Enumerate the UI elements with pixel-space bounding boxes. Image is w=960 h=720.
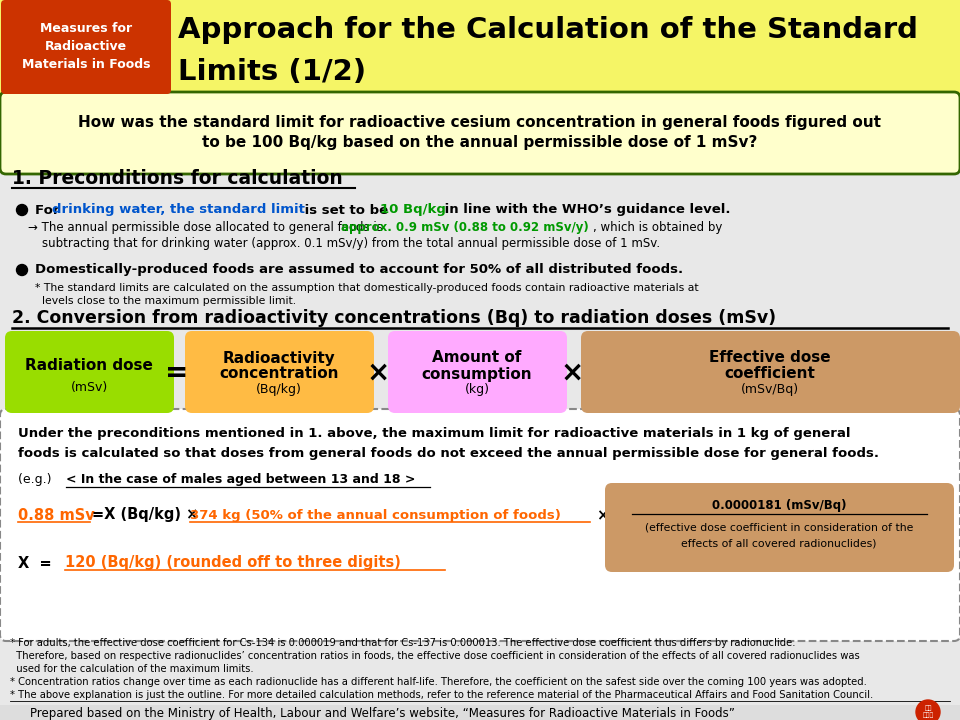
Text: 厚生
労働省: 厚生 労働省 <box>923 706 934 719</box>
FancyBboxPatch shape <box>388 331 567 413</box>
Text: * The standard limits are calculated on the assumption that domestically-produce: * The standard limits are calculated on … <box>35 283 699 293</box>
Text: , which is obtained by: , which is obtained by <box>593 222 722 235</box>
Text: How was the standard limit for radioactive cesium concentration in general foods: How was the standard limit for radioacti… <box>79 114 881 130</box>
Text: 1. Preconditions for calculation: 1. Preconditions for calculation <box>12 168 343 187</box>
Text: (kg): (kg) <box>465 384 490 397</box>
Text: effects of all covered radionuclides): effects of all covered radionuclides) <box>682 538 876 548</box>
FancyBboxPatch shape <box>0 409 960 641</box>
Text: Effective dose: Effective dose <box>709 351 830 366</box>
Text: to be 100 Bq/kg based on the annual permissible dose of 1 mSv?: to be 100 Bq/kg based on the annual perm… <box>203 135 757 150</box>
FancyBboxPatch shape <box>0 92 960 174</box>
Text: * For adults, the effective dose coefficient for Cs-134 is 0.000019 and that for: * For adults, the effective dose coeffic… <box>10 638 796 648</box>
Text: =: = <box>165 359 189 387</box>
Text: 374 kg (50% of the annual consumption of foods): 374 kg (50% of the annual consumption of… <box>190 508 561 521</box>
Circle shape <box>16 264 28 276</box>
Text: Prepared based on the Ministry of Health, Labour and Welfare’s website, “Measure: Prepared based on the Ministry of Health… <box>30 706 734 719</box>
Text: in line with the WHO’s guidance level.: in line with the WHO’s guidance level. <box>440 204 731 217</box>
Text: (mSv/Bq): (mSv/Bq) <box>741 384 799 397</box>
Text: For: For <box>35 204 64 217</box>
Text: 120 (Bq/kg) (rounded off to three digits): 120 (Bq/kg) (rounded off to three digits… <box>65 556 401 570</box>
Text: 0.0000181 (mSv/Bq): 0.0000181 (mSv/Bq) <box>711 500 847 513</box>
Text: consumption: consumption <box>421 366 532 382</box>
Text: (e.g.): (e.g.) <box>18 474 56 487</box>
Text: (mSv): (mSv) <box>70 382 108 395</box>
Circle shape <box>916 700 940 720</box>
Text: < In the case of males aged between 13 and 18 >: < In the case of males aged between 13 a… <box>66 474 416 487</box>
Text: Limits (1/2): Limits (1/2) <box>178 58 366 86</box>
Text: approx. 0.9 mSv (0.88 to 0.92 mSv/y): approx. 0.9 mSv (0.88 to 0.92 mSv/y) <box>341 222 588 235</box>
Bar <box>0 0 960 95</box>
Circle shape <box>16 204 28 215</box>
Text: Under the preconditions mentioned in 1. above, the maximum limit for radioactive: Under the preconditions mentioned in 1. … <box>18 426 851 439</box>
Text: foods is calculated so that doses from general foods do not exceed the annual pe: foods is calculated so that doses from g… <box>18 446 879 459</box>
Text: (effective dose coefficient in consideration of the: (effective dose coefficient in considera… <box>645 523 913 533</box>
Text: 10 Bq/kg: 10 Bq/kg <box>380 204 445 217</box>
Text: ×: × <box>561 359 584 387</box>
Text: Approach for the Calculation of the Standard: Approach for the Calculation of the Stan… <box>178 16 918 44</box>
Text: Domestically-produced foods are assumed to account for 50% of all distributed fo: Domestically-produced foods are assumed … <box>35 264 684 276</box>
Text: is set to be: is set to be <box>300 204 393 217</box>
Text: =X (Bq/kg) ×: =X (Bq/kg) × <box>92 508 204 523</box>
Text: Radioactivity: Radioactivity <box>223 351 335 366</box>
Text: ×: × <box>367 359 390 387</box>
Text: * The above explanation is just the outline. For more detailed calculation metho: * The above explanation is just the outl… <box>10 690 874 700</box>
Text: 2. Conversion from radioactivity concentrations (Bq) to radiation doses (mSv): 2. Conversion from radioactivity concent… <box>12 309 776 327</box>
Text: levels close to the maximum permissible limit.: levels close to the maximum permissible … <box>35 296 296 306</box>
Bar <box>0 705 960 720</box>
Text: X  =: X = <box>18 556 52 570</box>
Text: Radiation dose: Radiation dose <box>25 359 153 374</box>
Text: (Bq/kg): (Bq/kg) <box>256 384 302 397</box>
FancyBboxPatch shape <box>1 0 171 94</box>
Text: concentration: concentration <box>219 366 339 382</box>
FancyBboxPatch shape <box>5 331 174 413</box>
Text: Amount of: Amount of <box>432 351 521 366</box>
Text: Therefore, based on respective radionuclides’ concentration ratios in foods, the: Therefore, based on respective radionucl… <box>10 651 860 661</box>
FancyBboxPatch shape <box>185 331 374 413</box>
FancyBboxPatch shape <box>605 483 954 572</box>
Text: coefficient: coefficient <box>725 366 815 382</box>
Text: → The annual permissible dose allocated to general foods is: → The annual permissible dose allocated … <box>28 222 387 235</box>
Text: drinking water, the standard limit: drinking water, the standard limit <box>52 204 305 217</box>
Text: 0.88 mSv: 0.88 mSv <box>18 508 95 523</box>
Text: used for the calculation of the maximum limits.: used for the calculation of the maximum … <box>10 664 253 674</box>
Text: subtracting that for drinking water (approx. 0.1 mSv/y) from the total annual pe: subtracting that for drinking water (app… <box>42 236 660 250</box>
Text: Measures for
Radioactive
Materials in Foods: Measures for Radioactive Materials in Fo… <box>22 22 151 71</box>
Text: * Concentration ratios change over time as each radionuclide has a different hal: * Concentration ratios change over time … <box>10 677 867 687</box>
FancyBboxPatch shape <box>581 331 960 413</box>
Text: ×: × <box>592 508 610 523</box>
